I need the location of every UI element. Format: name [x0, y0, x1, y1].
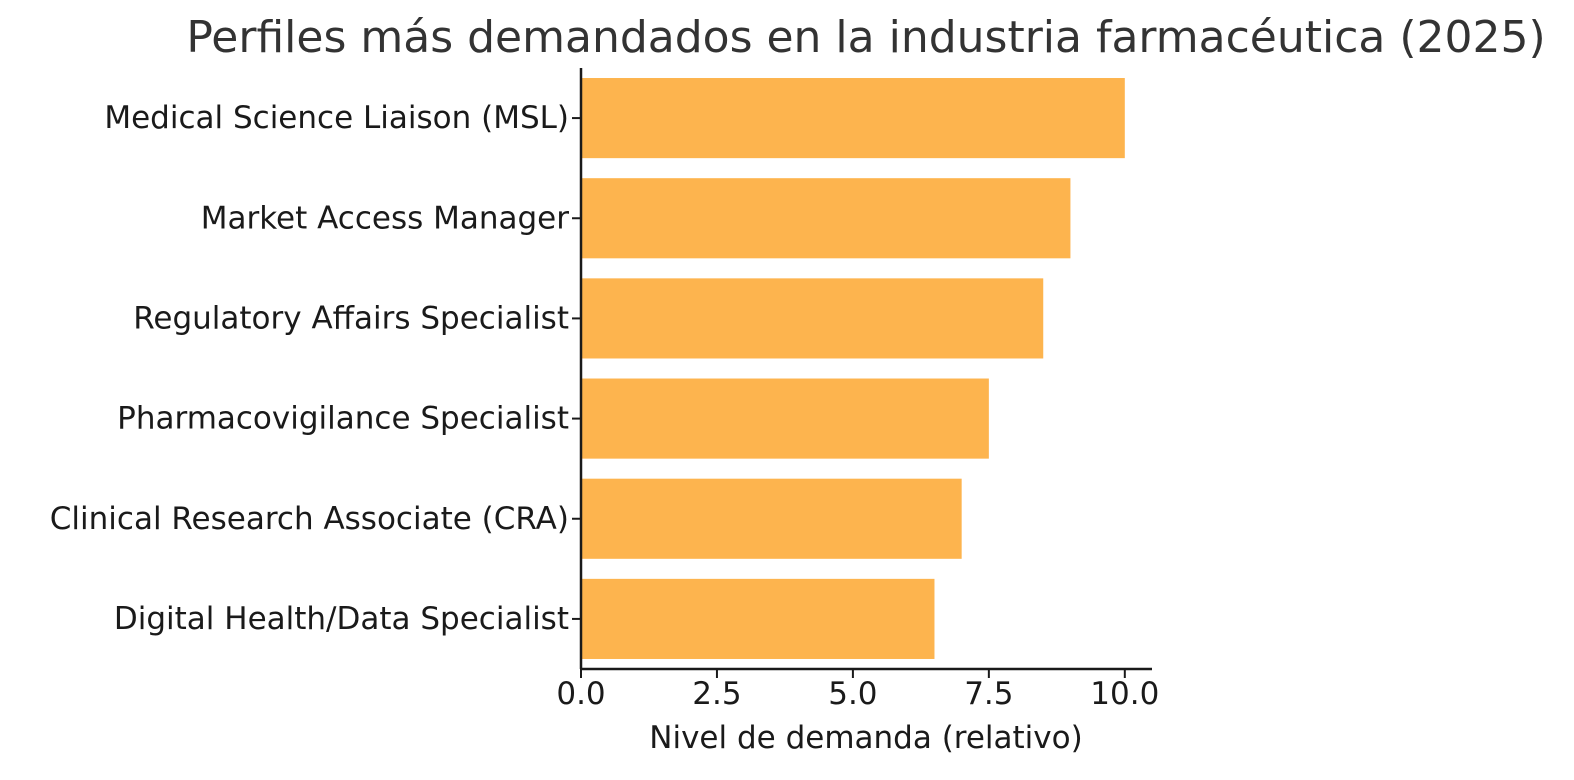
bar [581, 478, 962, 559]
x-tick-label: 0.0 [556, 676, 605, 712]
bar [581, 278, 1044, 359]
y-tick-label: Regulatory Affairs Specialist [133, 300, 569, 336]
y-axis-ticks: Medical Science Liaison (MSL) Market Acce… [50, 100, 581, 637]
y-tick-label: Pharmacovigilance Specialist [117, 401, 569, 437]
x-axis-label: Nivel de demanda (relativo) [649, 720, 1082, 756]
y-tick-label: Clinical Research Associate (CRA) [50, 501, 569, 537]
x-tick-label: 5.0 [828, 676, 877, 712]
x-axis-ticks: 0.0 2.5 5.0 7.5 10.0 [556, 669, 1159, 712]
bar [581, 378, 989, 459]
bar [581, 78, 1125, 159]
x-tick-label: 7.5 [964, 676, 1013, 712]
bar [581, 178, 1071, 259]
y-tick-label: Medical Science Liaison (MSL) [104, 100, 569, 136]
x-tick-label: 10.0 [1090, 676, 1159, 712]
bars-group [581, 78, 1125, 659]
bar [581, 578, 935, 659]
chart-title: Perfiles más demandados en la industria … [186, 12, 1545, 63]
y-tick-label: Market Access Manager [201, 200, 570, 236]
y-tick-label: Digital Health/Data Specialist [114, 601, 569, 637]
x-tick-label: 2.5 [692, 676, 741, 712]
